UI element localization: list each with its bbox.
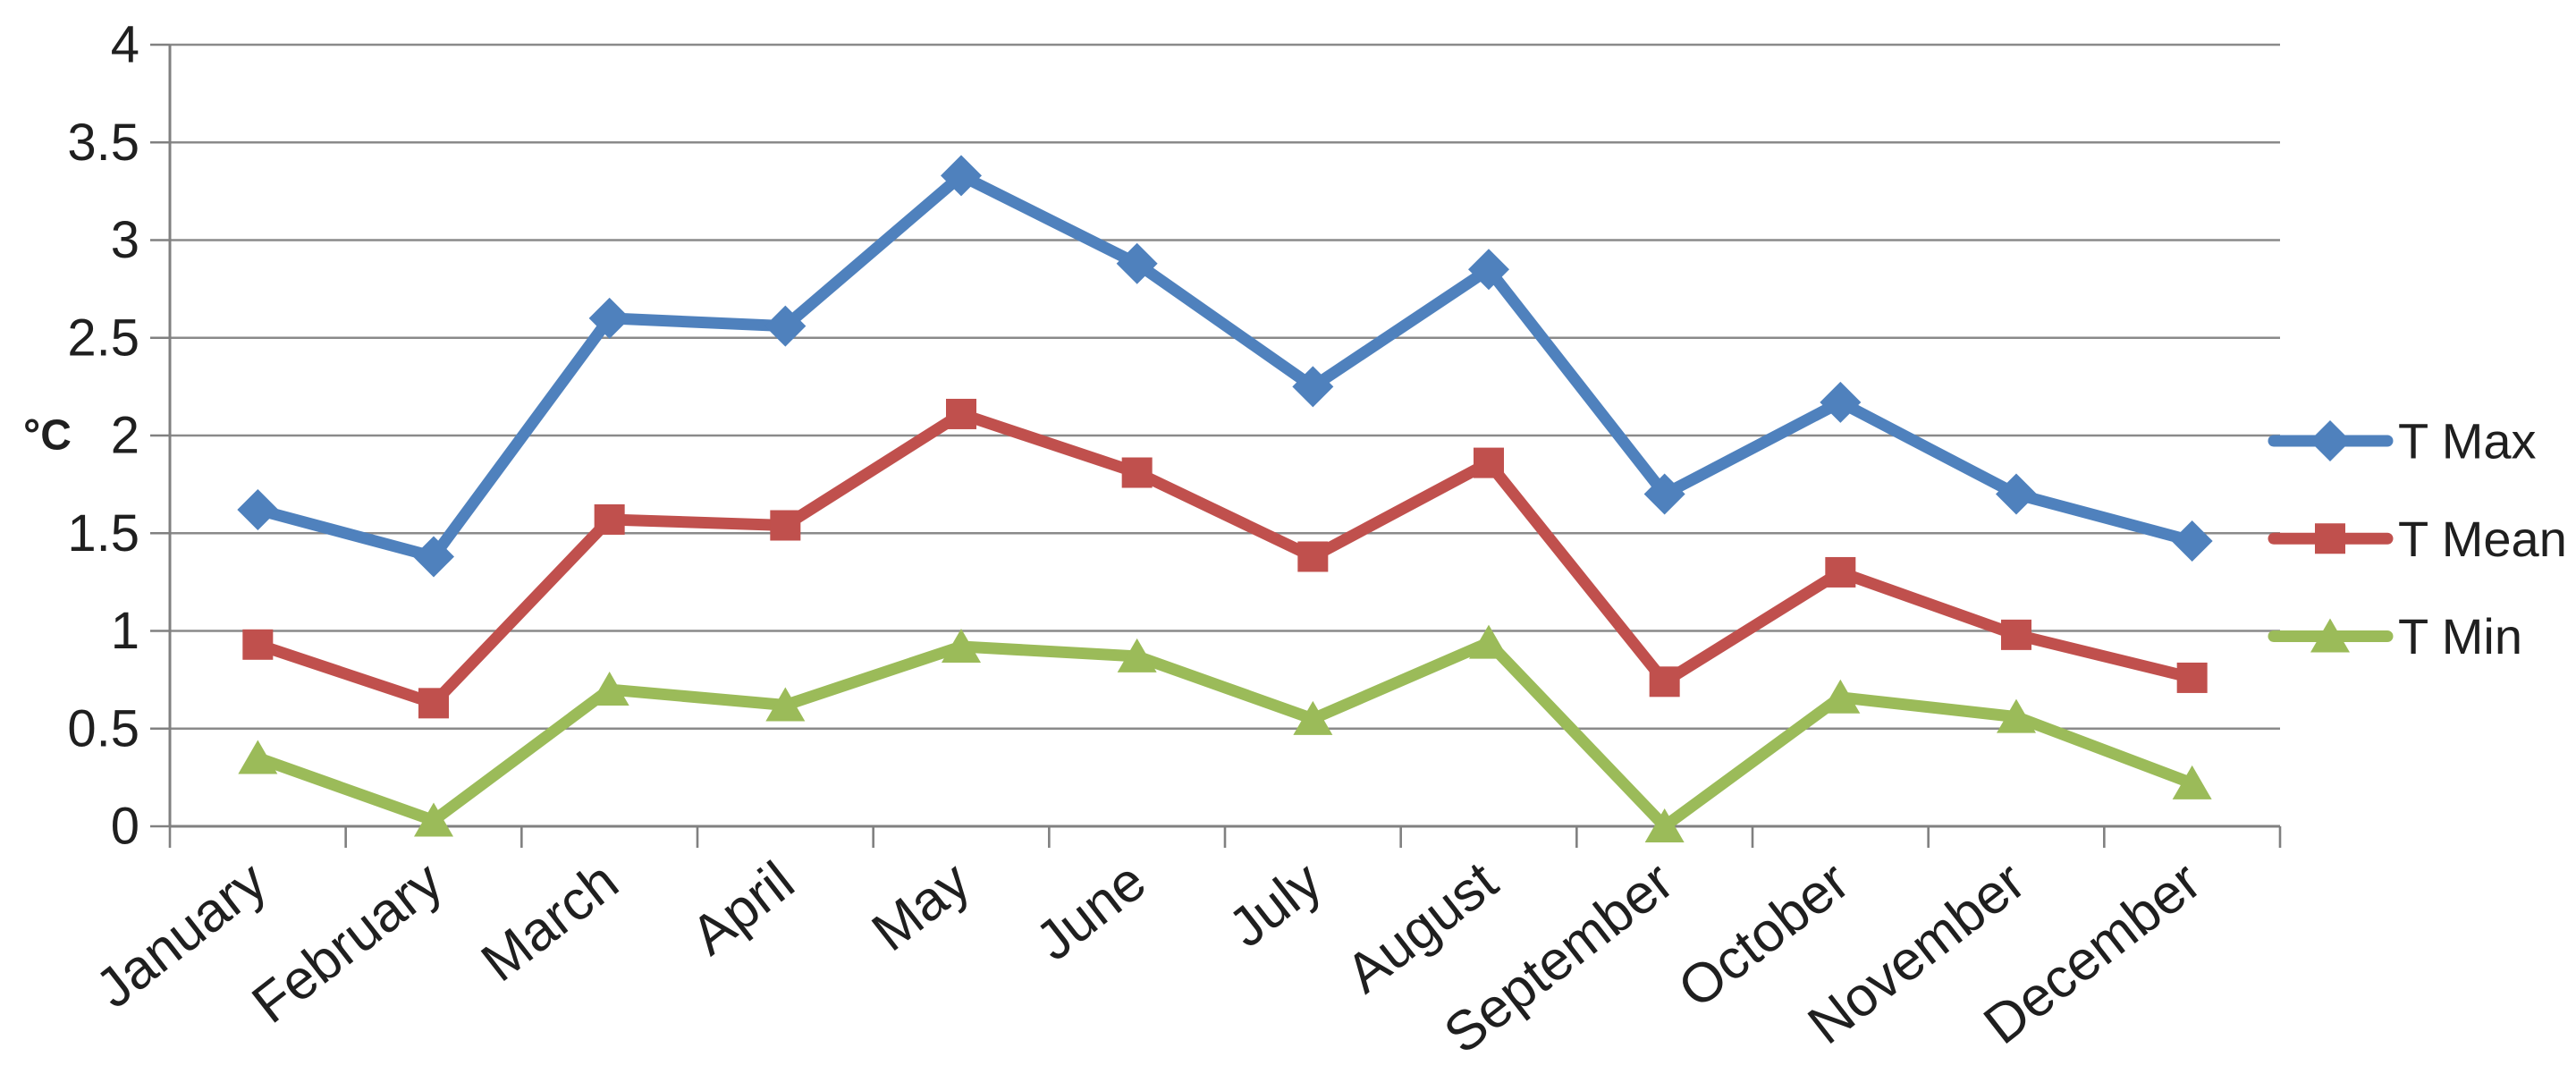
data-point-marker-t-min — [1117, 638, 1157, 672]
data-point-marker-t-max — [941, 155, 982, 197]
month-label: July — [1218, 850, 1333, 960]
series-t-mean — [242, 398, 2208, 719]
series-line-t-mean — [251, 408, 2199, 709]
data-point-marker-t-mean — [1297, 541, 1329, 572]
data-point-marker-t-min — [1469, 624, 1508, 659]
series-line-t-max — [251, 169, 2199, 562]
axes — [168, 45, 2282, 848]
data-point-marker-t-max — [237, 489, 279, 531]
data-point-marker-t-min — [942, 628, 981, 663]
data-point-marker-t-mean — [1474, 447, 1504, 478]
data-point-marker-t-min — [589, 672, 629, 706]
legend-label-t-min: T Min — [2398, 608, 2522, 664]
data-point-marker-t-min — [1644, 808, 1685, 842]
data-point-marker-t-mean — [418, 688, 449, 719]
month-label: June — [1025, 850, 1157, 973]
y-tick-label: 1.5 — [67, 504, 139, 562]
y-tick-label: 1 — [111, 602, 139, 660]
data-point-marker-t-mean — [1121, 457, 1153, 488]
data-point-marker-t-max — [588, 297, 630, 339]
data-point-marker-t-min — [2172, 765, 2212, 799]
series-t-max — [237, 155, 2213, 578]
data-point-marker-t-max — [1292, 366, 1334, 408]
y-tick-label: 2.5 — [67, 309, 139, 367]
gridlines — [150, 43, 2280, 828]
data-point-marker-t-mean — [946, 398, 976, 429]
data-point-marker-t-max — [1116, 242, 1158, 284]
data-point-marker-t-mean — [242, 629, 274, 660]
series-t-min — [238, 624, 2212, 842]
y-tick-label: 3.5 — [67, 114, 139, 172]
data-point-marker-t-max — [1996, 473, 2037, 515]
month-label: May — [861, 850, 982, 963]
data-point-marker-t-mean — [594, 503, 625, 535]
data-point-marker-t-max — [1468, 249, 1509, 291]
legend-label-t-mean: T Mean — [2398, 511, 2567, 567]
month-label: February — [241, 850, 454, 1036]
y-axis-unit-label: °C — [23, 412, 72, 460]
legend: T Max T Mean T Min — [2268, 413, 2567, 664]
data-point-marker-t-mean — [1825, 556, 1856, 588]
data-point-marker-t-min — [1820, 679, 1861, 714]
y-tick-label: 0.5 — [67, 699, 139, 757]
data-point-marker-t-mean — [1649, 666, 1680, 698]
y-tick-label: 3 — [111, 211, 139, 269]
legend-marker-t-mean — [2315, 523, 2345, 554]
data-point-marker-t-mean — [2001, 619, 2031, 650]
series-line-t-min — [251, 637, 2199, 833]
legend-item-t-mean: T Mean — [2268, 511, 2567, 567]
legend-marker-t-min — [2310, 618, 2350, 653]
data-point-marker-t-max — [764, 305, 807, 347]
data-point-marker-t-min — [765, 687, 806, 722]
y-axis-tick-labels: 0 0.5 1 1.5 2 2.5 3 3.5 4 — [67, 16, 139, 856]
data-point-marker-t-max — [413, 536, 454, 578]
data-point-marker-t-mean — [770, 510, 801, 541]
data-point-marker-t-max — [2171, 520, 2213, 562]
legend-marker-t-max — [2310, 420, 2351, 461]
data-point-marker-t-min — [414, 802, 453, 837]
data-point-marker-t-mean — [2176, 662, 2208, 693]
data-point-marker-t-max — [1820, 381, 1862, 423]
legend-item-t-min: T Min — [2268, 608, 2522, 664]
legend-item-t-max: T Max — [2268, 413, 2537, 469]
month-label: April — [680, 850, 806, 968]
y-tick-label: 0 — [111, 798, 139, 856]
data-point-marker-t-min — [1997, 698, 2036, 733]
data-point-marker-t-min — [1293, 700, 1333, 735]
data-point-marker-t-min — [238, 740, 278, 774]
y-tick-label: 4 — [111, 16, 139, 74]
legend-label-t-max: T Max — [2398, 413, 2537, 469]
month-label: March — [470, 850, 629, 994]
data-point-marker-t-max — [1643, 473, 1685, 515]
y-tick-label: 2 — [111, 407, 139, 465]
